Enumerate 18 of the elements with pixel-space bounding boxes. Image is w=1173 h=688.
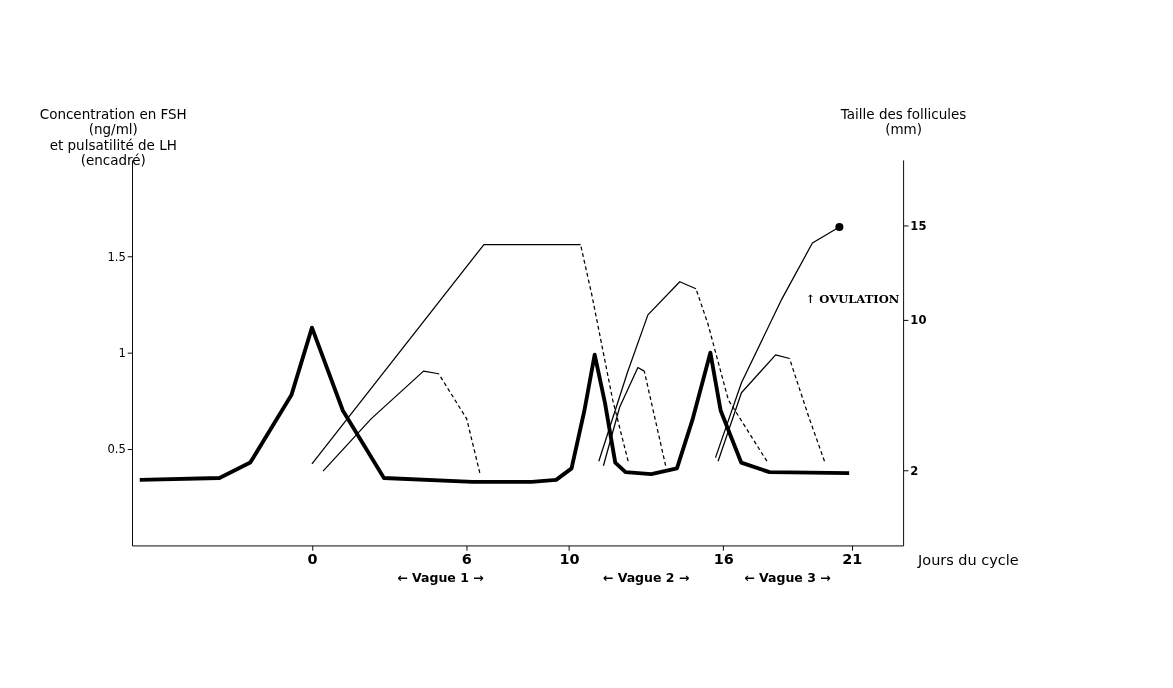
y2-axis-title: Taille des follicules (mm) xyxy=(839,105,967,138)
x-tick-label: 10 xyxy=(559,551,580,568)
text: ← Vague 1 → xyxy=(397,570,484,586)
x-tick-label: 0 xyxy=(307,551,318,568)
annotation: ↑ OVULATION xyxy=(805,291,900,306)
x-tick-label: 21 xyxy=(842,551,863,568)
x-tick-label: 6 xyxy=(461,551,472,568)
x-axis-title: Jours du cycle xyxy=(917,552,1019,569)
text: ← Vague 2 → xyxy=(602,570,690,586)
text: ← Vague 3 → xyxy=(744,570,831,586)
y-tick-label: 1.5 xyxy=(107,249,126,264)
y-tick-label: 0.5 xyxy=(107,442,126,457)
y2-tick-label: 10 xyxy=(910,313,927,328)
y2-tick-label: 15 xyxy=(910,219,927,234)
y-tick-label: 1 xyxy=(118,346,126,361)
x-tick-label: 16 xyxy=(713,551,734,568)
y2-tick-label: 2 xyxy=(910,463,919,478)
y-axis-title: Concentration en FSH (ng/ml) et pulsatilité de LH (encadré) xyxy=(39,105,187,169)
